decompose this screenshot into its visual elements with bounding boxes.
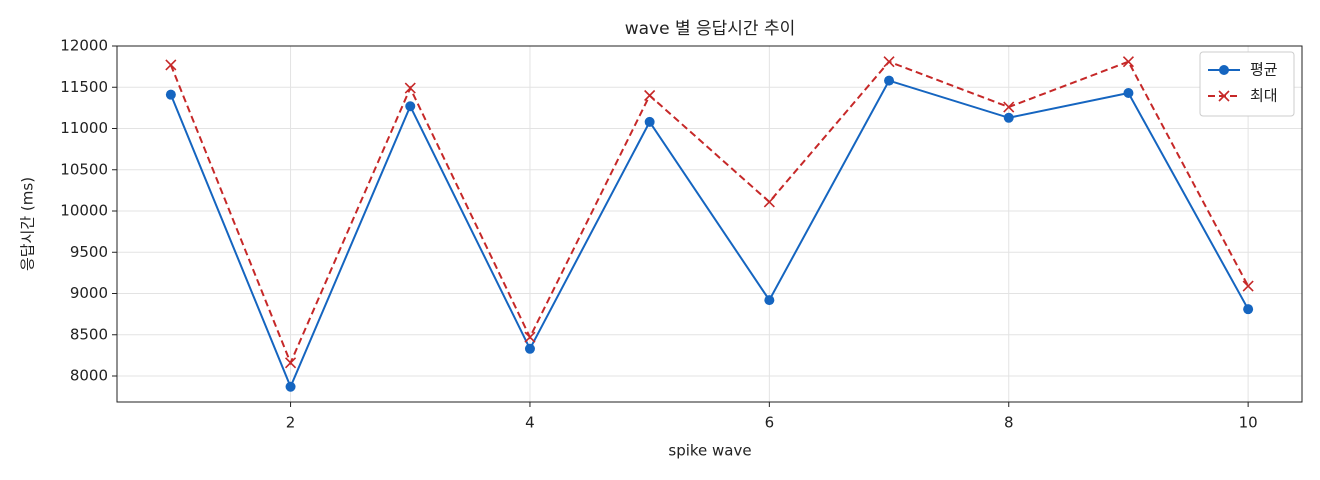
marker — [1242, 280, 1254, 292]
marker — [1123, 88, 1134, 99]
x-tick-label: 2 — [286, 414, 296, 432]
marker — [764, 295, 775, 306]
chart-title: wave 별 응답시간 추이 — [625, 19, 796, 39]
x-tick-label: 6 — [765, 414, 775, 432]
legend-marker — [1218, 90, 1230, 102]
y-tick-label: 12000 — [60, 37, 108, 55]
x-tick-label: 4 — [525, 414, 535, 432]
marker — [1122, 56, 1135, 68]
x-tick-label: 8 — [1004, 414, 1014, 432]
marker — [165, 59, 177, 71]
y-tick-label: 10500 — [60, 160, 108, 178]
y-tick-label: 10000 — [60, 202, 108, 220]
marker — [285, 381, 296, 392]
y-tick-label: 8500 — [70, 325, 108, 343]
marker — [404, 82, 416, 94]
series-line — [169, 60, 1250, 366]
x-axis-label: spike wave — [668, 442, 751, 460]
marker — [884, 75, 895, 86]
y-tick-label: 9000 — [70, 284, 108, 302]
marker — [524, 331, 536, 343]
y-tick-label: 9500 — [70, 243, 108, 261]
legend-marker — [1219, 65, 1229, 75]
marker — [524, 343, 535, 354]
marker — [1003, 101, 1015, 113]
legend-label: 평균 — [1250, 61, 1278, 79]
y-tick-label: 11000 — [60, 119, 108, 137]
marker — [1243, 304, 1254, 315]
y-axis-label: 응답시간 (ms) — [19, 177, 37, 271]
legend-label: 최대 — [1250, 87, 1278, 105]
x-tick-label: 10 — [1239, 414, 1258, 432]
legend-box — [1199, 51, 1295, 117]
plot-frame — [116, 45, 1303, 403]
marker — [763, 196, 775, 208]
y-tick-label: 11500 — [60, 78, 108, 96]
marker — [883, 56, 895, 68]
y-tick-label: 8000 — [70, 367, 108, 385]
marker — [1003, 112, 1014, 123]
marker — [644, 116, 655, 127]
marker — [284, 357, 297, 369]
marker — [644, 89, 656, 102]
marker — [405, 101, 416, 112]
series-line — [169, 79, 1250, 390]
marker — [165, 89, 176, 100]
